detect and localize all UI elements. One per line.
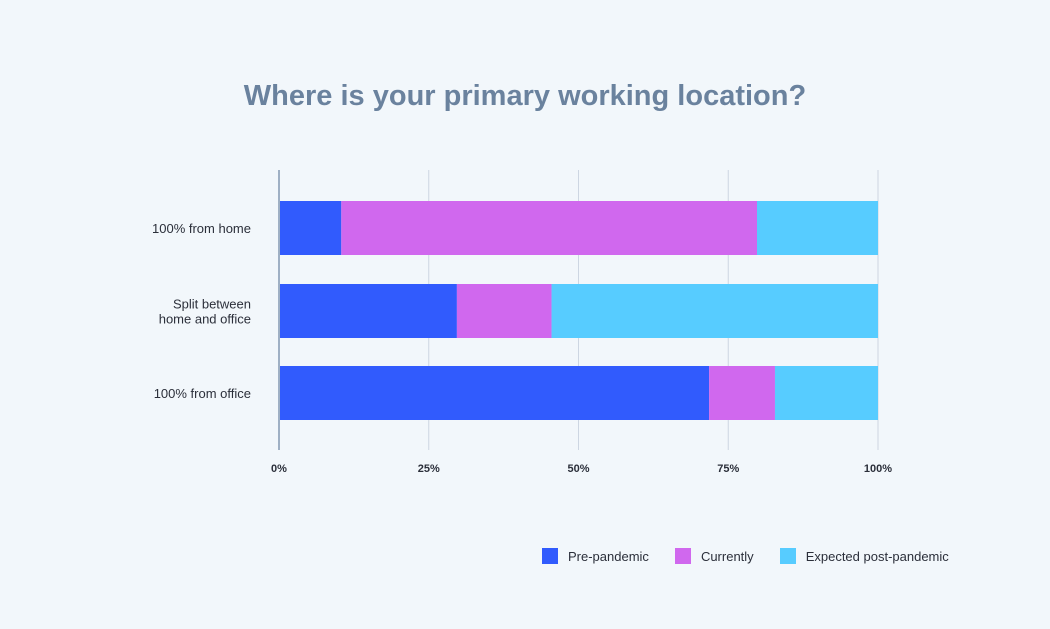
x-tick-label: 75% [717, 463, 739, 475]
x-tick-label: 100% [864, 463, 892, 475]
legend-label: Expected post-pandemic [805, 548, 949, 564]
bars [279, 201, 878, 420]
bar-segment [709, 366, 775, 420]
chart-title: Where is your primary working location? [243, 80, 807, 112]
bar-segment [456, 284, 552, 338]
category-label: 100% from office [154, 386, 251, 401]
bar-segment [774, 366, 878, 420]
bar-segment [279, 201, 342, 255]
legend-item: Expected post-pandemic [779, 548, 949, 564]
legend-item: Currently [674, 548, 754, 564]
category-label: 100% from home [152, 221, 251, 236]
labels: 0% 25% 50% 75% 100% 100% from home Split betwe… [152, 221, 892, 475]
legend-label: Currently [700, 548, 754, 564]
bar-segment [551, 284, 878, 338]
legend-swatch [674, 548, 691, 564]
x-tick-label: 0% [271, 463, 287, 475]
bar-segment [757, 201, 878, 255]
bar-segment [279, 366, 710, 420]
legend-swatch [779, 548, 796, 564]
x-tick-label: 25% [418, 463, 440, 475]
legend-swatch [542, 548, 558, 564]
bar-segment [341, 201, 758, 255]
category-label: Split between home and office [159, 297, 251, 327]
legend-label: Pre-pandemic [568, 548, 649, 564]
legend: Pre-pandemic Currently Expected post-pande… [542, 546, 975, 566]
bar-segment [279, 284, 457, 338]
x-tick-label: 50% [567, 463, 589, 475]
legend-item: Pre-pandemic [542, 548, 649, 564]
